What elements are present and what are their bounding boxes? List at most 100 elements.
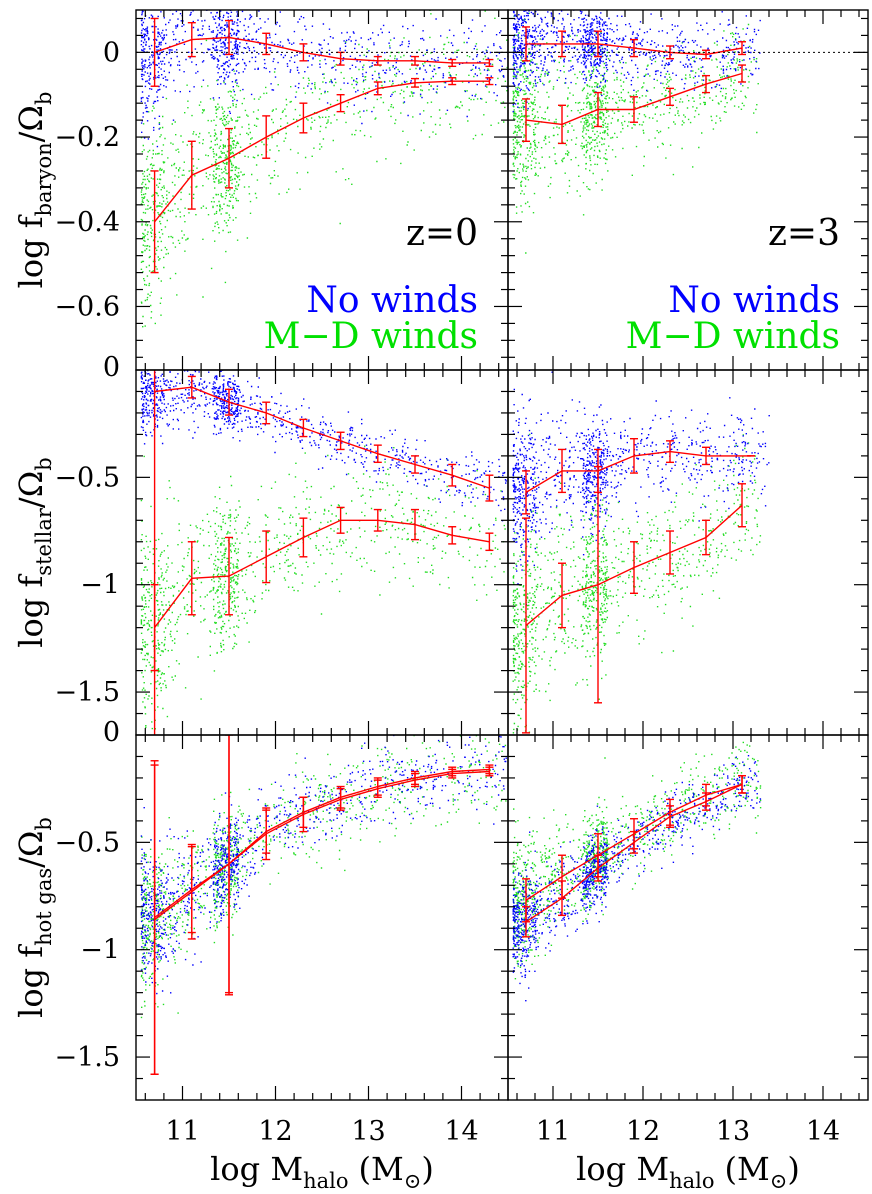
legend-entry: No winds <box>668 280 840 321</box>
error-bar <box>411 772 419 788</box>
error-bar <box>522 26 530 62</box>
y-tick-label: −1 <box>80 935 120 966</box>
legend-entry: M−D winds <box>626 316 840 357</box>
redshift-label: z=0 <box>406 213 478 254</box>
y-ticks <box>508 17 868 358</box>
y-tick-label: 0 <box>103 37 120 68</box>
error-bar <box>373 779 382 798</box>
y-tick-label: −1 <box>80 570 120 601</box>
scatter-cloud <box>512 10 761 113</box>
error-bar <box>558 854 566 899</box>
error-bar <box>522 470 530 515</box>
scatter-points <box>512 741 762 980</box>
error-bar <box>738 483 746 528</box>
scatter-cloud <box>140 735 508 995</box>
x-ticks <box>144 735 500 1100</box>
scatter-points <box>512 371 770 606</box>
error-bar <box>187 140 196 210</box>
error-bar <box>299 796 308 833</box>
median-curve <box>154 36 490 64</box>
x-tick-label: 12 <box>626 1116 660 1147</box>
x-tick-label: 14 <box>444 1116 478 1147</box>
error-bar <box>485 77 494 86</box>
x-ticks <box>516 735 860 1100</box>
error-bar <box>187 843 196 940</box>
error-bar <box>448 768 457 779</box>
error-bar <box>594 91 602 128</box>
error-bar <box>702 519 710 556</box>
scatter-cloud <box>140 370 508 526</box>
error-bar <box>738 41 746 56</box>
error-bar <box>225 388 233 416</box>
error-bar <box>187 22 196 58</box>
error-bar <box>299 418 308 438</box>
x-tick-label: 12 <box>258 1116 292 1147</box>
error-bar <box>666 530 674 575</box>
error-bar <box>262 32 271 56</box>
y-ticks <box>136 755 508 1080</box>
error-bar <box>299 43 308 62</box>
error-bar <box>225 19 233 56</box>
error-bar <box>187 375 196 399</box>
y-tick-label: −0.5 <box>54 462 120 493</box>
error-bar <box>630 438 638 474</box>
y-ticks <box>136 390 508 715</box>
error-bar <box>738 775 746 794</box>
x-tick-label: 14 <box>806 1116 840 1147</box>
error-bar <box>262 530 271 584</box>
error-bar <box>522 878 530 923</box>
error-bar <box>594 465 602 704</box>
x-tick-label: 13 <box>716 1116 750 1147</box>
y-tick-label: −0.2 <box>54 122 120 153</box>
error-bar <box>150 584 159 672</box>
error-bar <box>336 431 345 451</box>
error-bar <box>373 444 382 464</box>
error-bar <box>225 536 233 616</box>
error-bar <box>411 55 419 66</box>
error-bar <box>150 17 159 87</box>
scatter-points <box>140 735 508 995</box>
error-bar <box>738 64 746 83</box>
error-bar <box>336 787 345 811</box>
scatter-cloud <box>512 433 762 735</box>
error-bar <box>448 58 457 68</box>
error-bar <box>373 55 382 66</box>
y-ticks <box>508 390 868 715</box>
x-ticks <box>144 10 500 370</box>
error-bar <box>448 526 457 545</box>
y-tick-label: 0 <box>103 717 120 748</box>
error-bar <box>666 440 674 464</box>
error-bar <box>522 98 530 142</box>
scatter-cloud <box>512 371 770 606</box>
panel-frame <box>507 734 869 1101</box>
median-curve <box>154 519 490 629</box>
y-axis-label: log fhot gas/Ωb <box>12 817 56 1018</box>
x-ticks <box>516 370 860 735</box>
error-bar <box>299 517 308 558</box>
median-curve <box>154 770 490 921</box>
median-curve-layer <box>150 17 755 1075</box>
error-bar <box>485 766 494 777</box>
scatter-points <box>140 10 508 148</box>
error-bar <box>666 798 674 826</box>
scatter-cloud <box>140 445 508 730</box>
error-bar <box>336 506 345 534</box>
y-axis-label: log fbaryon/Ωb <box>12 92 56 289</box>
scatter-points <box>140 370 508 526</box>
error-bar <box>630 96 638 123</box>
error-bar <box>558 30 566 58</box>
frame-layer <box>135 9 869 1101</box>
error-bar <box>702 783 710 807</box>
panel-frame <box>507 369 869 736</box>
y-tick-label: −0.4 <box>54 207 120 238</box>
error-bar <box>225 127 233 189</box>
error-bar <box>594 833 602 878</box>
y-ticks <box>508 755 868 1080</box>
error-bar <box>150 170 159 274</box>
error-bar <box>225 735 233 996</box>
scatter-points <box>140 10 508 328</box>
x-tick-label: 11 <box>165 1116 199 1147</box>
error-bar <box>702 74 710 94</box>
